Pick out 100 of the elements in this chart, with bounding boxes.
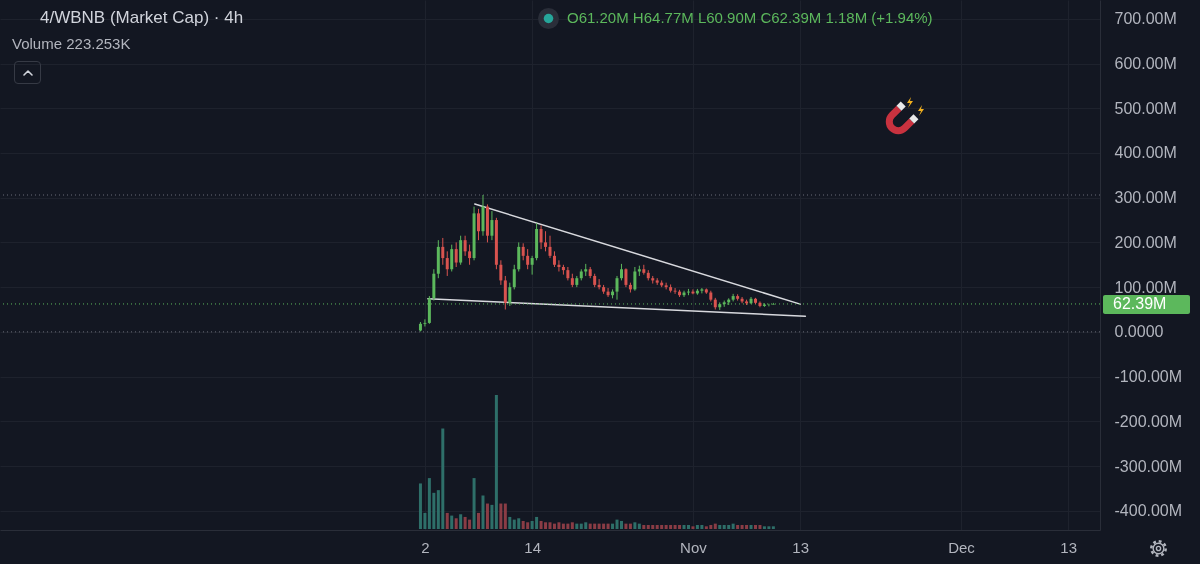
bar: [606, 523, 610, 529]
y-tick-label: -400.00M: [1114, 502, 1183, 520]
bar: [494, 395, 498, 529]
bar: [503, 503, 507, 529]
bar: [727, 524, 731, 529]
bar: [709, 524, 713, 529]
bar: [700, 524, 704, 529]
bar: [588, 523, 592, 529]
annotation: O61.20M H64.77M L60.90M C62.39M 1.18M (+1.94%): [567, 9, 933, 26]
bar: [673, 524, 677, 529]
bar: [678, 524, 682, 529]
y-tick-label: 600.00M: [1114, 55, 1177, 73]
bar: [771, 526, 775, 529]
candlestick: [673, 287, 677, 295]
candlestick: [450, 244, 454, 272]
bar: [575, 523, 579, 529]
bar: [450, 515, 454, 529]
candlestick: [445, 250, 449, 277]
candlestick: [468, 244, 472, 266]
bar: [718, 524, 722, 529]
candlestick: [512, 264, 516, 290]
bar: [561, 523, 565, 529]
x-tick-label: 13: [1060, 538, 1078, 556]
bar: [548, 522, 552, 529]
bar: [512, 519, 516, 529]
bar: [758, 524, 762, 529]
bar: [722, 524, 726, 529]
bar: [736, 524, 740, 529]
y-tick-label: 200.00M: [1114, 233, 1177, 251]
candlestick: [503, 275, 507, 310]
bar: [477, 512, 481, 529]
bar: [646, 524, 650, 529]
y-tick-label: 500.00M: [1114, 99, 1177, 117]
bar: [566, 523, 570, 529]
bar: [686, 524, 690, 529]
candlestick: [615, 275, 619, 301]
y-tick-label: -200.00M: [1114, 412, 1183, 430]
x-tick-label: 13: [792, 538, 810, 556]
bar: [584, 522, 588, 529]
y-tick-label: 300.00M: [1114, 189, 1177, 207]
bar: [463, 516, 467, 529]
bar: [441, 428, 445, 529]
bar: [544, 522, 548, 529]
bar: [454, 518, 458, 529]
bar: [459, 514, 463, 529]
bar: [740, 524, 744, 529]
bar: [418, 483, 422, 529]
candlestick: [664, 282, 668, 290]
y-tick-label: 0.0000: [1114, 323, 1164, 341]
candlestick: [454, 241, 458, 268]
candlestick: [517, 241, 521, 272]
bar: [642, 524, 646, 529]
bar: [530, 520, 534, 529]
candlestick: [477, 208, 481, 241]
candlestick: [441, 237, 445, 266]
bar: [660, 524, 664, 529]
bar: [579, 523, 583, 529]
candlestick: [463, 235, 467, 257]
bar: [749, 524, 753, 529]
bar: [762, 526, 766, 529]
bar: [508, 516, 512, 529]
candlestick: [530, 255, 534, 276]
bar: [713, 523, 717, 529]
candlestick: [459, 235, 463, 266]
bar: [593, 523, 597, 529]
bar: [552, 523, 556, 529]
bar: [570, 522, 574, 529]
chart-title: 4/WBNB (Market Cap) · 4h: [40, 8, 244, 28]
bar: [691, 526, 695, 529]
bar: [753, 524, 757, 529]
bar: [526, 522, 530, 529]
bar: [619, 520, 623, 529]
bar: [704, 526, 708, 529]
bar: [628, 523, 632, 529]
bar: [499, 503, 503, 529]
x-tick-label: Nov: [680, 538, 708, 556]
annotation: Volume 223.253K: [12, 35, 131, 52]
y-tick-label: 400.00M: [1114, 144, 1177, 162]
bar: [633, 522, 637, 529]
x-tick-label: 2: [421, 538, 430, 556]
candlestick: [499, 259, 503, 286]
x-tick-label: 14: [524, 538, 541, 556]
ref-line-label: 62.39M: [1113, 294, 1167, 312]
bar: [490, 504, 494, 529]
bar: [651, 524, 655, 529]
bar: [745, 524, 749, 529]
bar: [445, 512, 449, 529]
bar: [521, 520, 525, 529]
bar: [767, 526, 771, 529]
candlestick: [544, 230, 548, 252]
bar: [427, 478, 431, 529]
bar: [624, 523, 628, 529]
candlestick: [624, 267, 628, 288]
bar: [557, 522, 561, 529]
candlestick: [423, 318, 427, 327]
bar: [695, 524, 699, 529]
candlestick: [526, 248, 530, 270]
x-tick-label: Dec: [948, 538, 976, 556]
bar: [637, 523, 641, 529]
bar: [485, 503, 489, 529]
